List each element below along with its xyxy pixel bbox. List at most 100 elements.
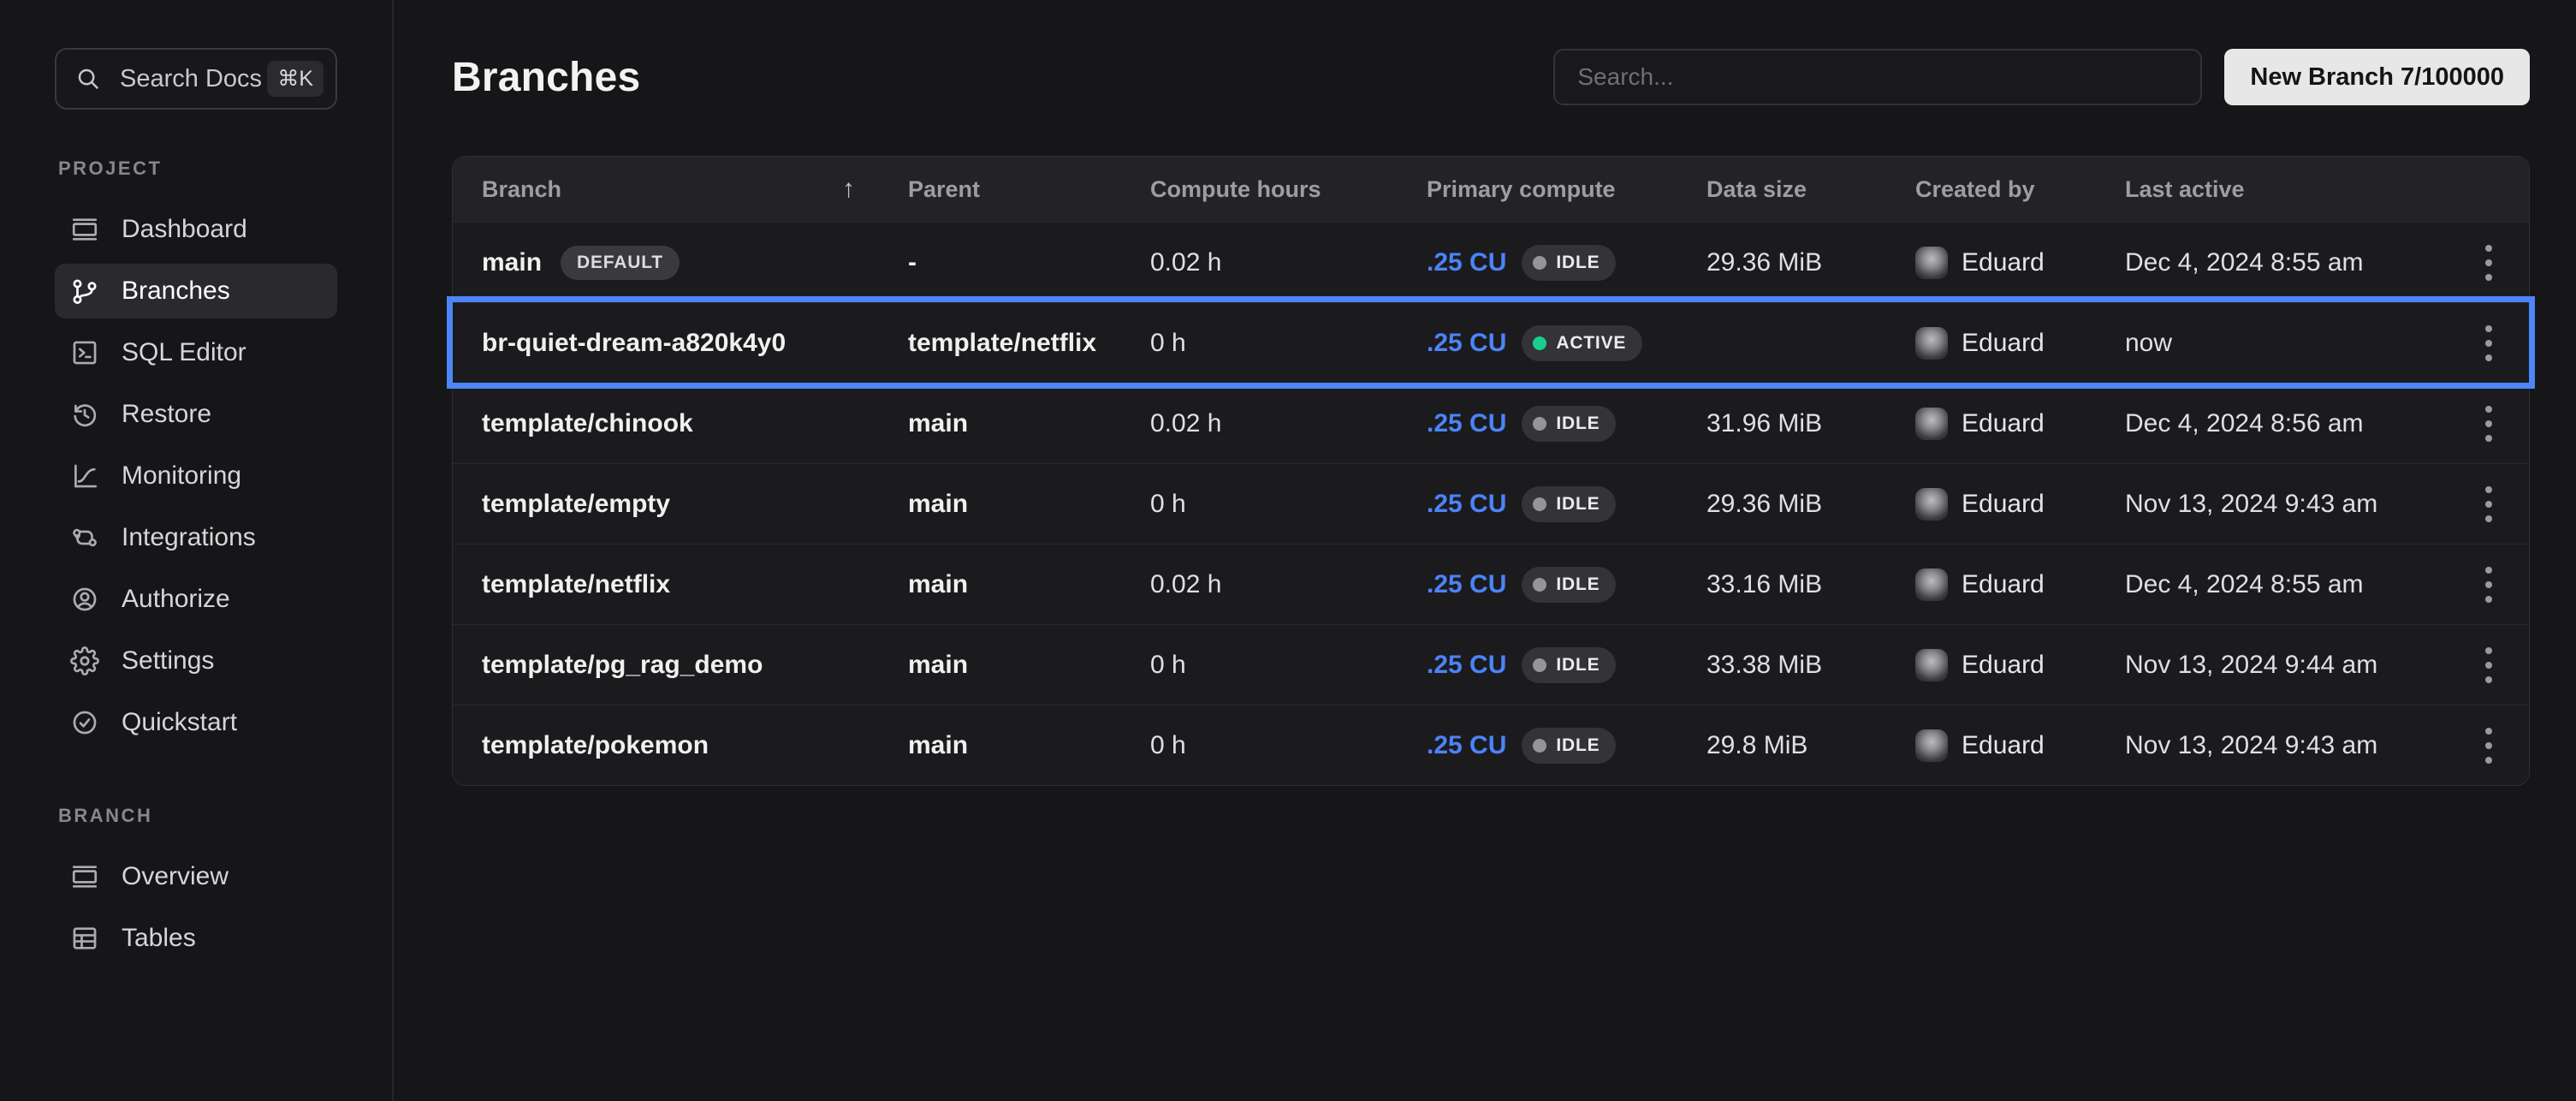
parent-branch: main [908,730,969,759]
status-dot-icon [1533,658,1547,672]
compute-hours: 0 h [1150,328,1186,357]
created-by: Eduard [1962,650,2045,679]
git-branch-icon [73,279,97,304]
compute-size-link[interactable]: .25 CU [1427,569,1507,598]
sidebar-item-label: Monitoring [122,461,242,490]
table-row[interactable]: template/pg_rag_demo main 0 h .25 CU IDL… [453,624,2529,705]
last-active: Nov 13, 2024 9:44 am [2125,650,2378,679]
sidebar-item-settings[interactable]: Settings [55,634,337,688]
search-docs-button[interactable]: Search Docs ⌘K [55,48,337,110]
avatar [1915,568,1948,601]
avatar [1915,487,1948,521]
history-clock-icon [74,404,97,427]
last-active: Nov 13, 2024 9:43 am [2125,730,2378,759]
last-active: Dec 4, 2024 8:55 am [2125,247,2364,277]
sidebar-item-restore[interactable]: Restore [55,387,337,442]
compute-size-link[interactable]: .25 CU [1427,730,1507,759]
branch-name: br-quiet-dream-a820k4y0 [482,328,786,357]
table-row-highlighted[interactable]: br-quiet-dream-a820k4y0 template/netflix… [447,296,2535,389]
table-row[interactable]: template/chinook main 0.02 h .25 CU IDLE… [453,383,2529,463]
sidebar-item-branches[interactable]: Branches [55,264,337,318]
last-active: Dec 4, 2024 8:56 am [2125,408,2364,437]
window-icon [72,866,98,888]
table-row[interactable]: main DEFAULT - 0.02 h .25 CU IDLE 29.36 … [453,222,2529,302]
section-label-branch: BRANCH [58,805,153,826]
sidebar-item-label: Quickstart [122,708,238,736]
avatar [1915,648,1948,681]
sidebar-item-overview[interactable]: Overview [55,849,337,904]
kebab-menu-icon[interactable] [2466,316,2512,371]
column-header-branch[interactable]: Branch ↑ [482,175,855,203]
kebab-menu-icon[interactable] [2466,235,2512,290]
column-header-parent: Parent [908,176,981,202]
sidebar-item-monitoring[interactable]: Monitoring [55,449,337,503]
parent-branch: main [908,569,969,598]
kebab-menu-icon[interactable] [2466,477,2512,532]
branch-name: main [482,247,543,277]
column-header-data-size: Data size [1706,176,1807,202]
status-dot-icon [1533,255,1547,270]
sidebar-item-authorize[interactable]: Authorize [55,572,337,627]
sidebar-item-sql-editor[interactable]: SQL Editor [55,325,337,380]
column-header-compute-hours: Compute hours [1150,176,1321,202]
kebab-menu-icon[interactable] [2466,718,2512,773]
status-dot-icon [1533,336,1547,350]
column-header-last-active: Last active [2125,176,2245,202]
kebab-menu-icon[interactable] [2466,638,2512,693]
search-docs-label: Search Docs [120,64,263,92]
sidebar-item-label: Integrations [122,523,256,551]
created-by: Eduard [1962,328,2045,357]
status-badge: IDLE [1522,566,1617,603]
data-size: 29.36 MiB [1706,489,1823,518]
compute-size-link[interactable]: .25 CU [1427,489,1507,518]
data-size: 29.8 MiB [1706,730,1808,759]
branch-name: template/pokemon [482,730,709,759]
status-badge: IDLE [1522,646,1617,683]
sidebar-item-tables[interactable]: Tables [55,911,337,966]
parent-branch: main [908,489,969,518]
main-content: Branches New Branch 7/100000 Branch ↑ Pa… [394,0,2576,1101]
last-active: Dec 4, 2024 8:55 am [2125,569,2364,598]
sidebar-item-integrations[interactable]: Integrations [55,510,337,565]
compute-hours: 0 h [1150,730,1186,759]
sidebar-item-label: Branches [122,277,230,305]
branch-name: template/chinook [482,408,693,437]
data-size: 33.16 MiB [1706,569,1823,598]
sidebar-item-dashboard[interactable]: Dashboard [55,202,337,257]
last-active: Nov 13, 2024 9:43 am [2125,489,2378,518]
compute-size-link[interactable]: .25 CU [1427,408,1507,437]
terminal-icon [73,341,97,365]
table-row[interactable]: template/empty main 0 h .25 CU IDLE 29.3… [453,463,2529,544]
table-row[interactable]: template/netflix main 0.02 h .25 CU IDLE… [453,544,2529,624]
workflow-icon [73,528,97,547]
user-circle-icon [73,587,97,611]
compute-size-link[interactable]: .25 CU [1427,328,1507,357]
compute-hours: 0 h [1150,489,1186,518]
sidebar-item-label: Overview [122,862,229,890]
compute-size-link[interactable]: .25 CU [1427,650,1507,679]
avatar [1915,246,1948,279]
status-dot-icon [1533,497,1547,511]
section-label-project: PROJECT [58,158,163,179]
kebab-menu-icon[interactable] [2466,396,2512,451]
created-by: Eduard [1962,408,2045,437]
table-row[interactable]: template/pokemon main 0 h .25 CU IDLE 29… [453,705,2529,785]
sidebar-item-label: Tables [122,924,196,952]
compute-hours: 0.02 h [1150,247,1222,277]
sort-ascending-icon[interactable]: ↑ [842,175,855,203]
data-size: 33.38 MiB [1706,650,1823,679]
branches-search-input[interactable] [1553,49,2203,105]
kebab-menu-icon[interactable] [2466,557,2512,612]
new-branch-button[interactable]: New Branch 7/100000 [2224,49,2530,105]
created-by: Eduard [1962,247,2045,277]
branch-name: template/pg_rag_demo [482,650,763,679]
compute-hours: 0.02 h [1150,408,1222,437]
compute-size-link[interactable]: .25 CU [1427,247,1507,277]
compute-hours: 0.02 h [1150,569,1222,598]
sidebar-item-quickstart[interactable]: Quickstart [55,695,337,750]
column-header-created-by: Created by [1915,176,2035,202]
avatar [1915,729,1948,762]
status-badge: ACTIVE [1522,324,1643,361]
page-title: Branches [452,54,641,100]
